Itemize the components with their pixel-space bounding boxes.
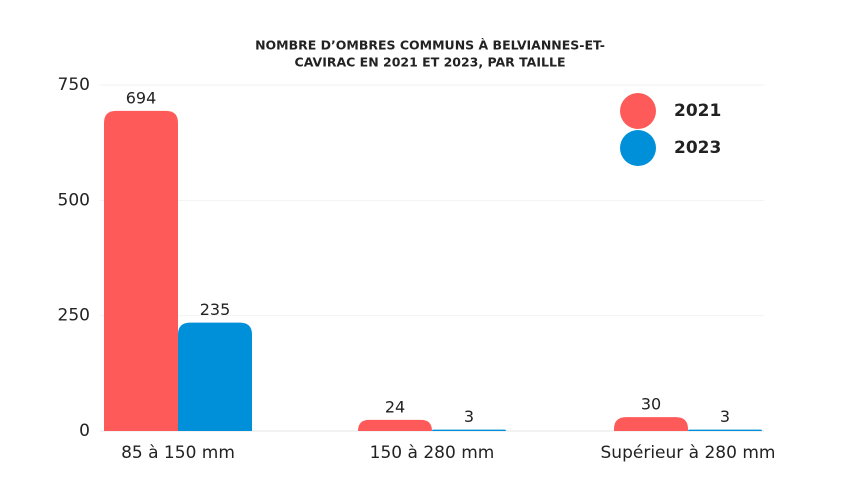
value-label: 24 bbox=[385, 397, 405, 416]
y-tick-label: 0 bbox=[79, 421, 90, 441]
value-label: 235 bbox=[200, 300, 231, 319]
bar bbox=[614, 417, 688, 431]
bar bbox=[688, 429, 762, 431]
bar bbox=[178, 322, 252, 431]
value-label: 694 bbox=[126, 88, 157, 107]
value-label: 30 bbox=[641, 395, 661, 414]
legend-label: 2023 bbox=[674, 138, 721, 158]
x-tick-label: 150 à 280 mm bbox=[370, 443, 495, 463]
x-tick-label: 85 à 150 mm bbox=[121, 443, 235, 463]
legend-swatch bbox=[620, 130, 656, 166]
y-tick-label: 750 bbox=[58, 75, 90, 95]
y-tick-label: 500 bbox=[58, 190, 90, 210]
y-tick-label: 250 bbox=[58, 306, 90, 326]
value-label: 3 bbox=[464, 407, 474, 426]
x-tick-label: Supérieur à 280 mm bbox=[601, 443, 776, 463]
chart-title: NOMBRE D’OMBRES COMMUNS À BELVIANNES-ET- bbox=[255, 38, 605, 53]
legend-label: 2021 bbox=[674, 101, 721, 121]
bar bbox=[358, 419, 432, 431]
bar bbox=[104, 110, 178, 432]
chart-title: CAVIRAC EN 2021 ET 2023, PAR TAILLE bbox=[295, 55, 566, 70]
value-label: 3 bbox=[720, 407, 730, 426]
legend-swatch bbox=[620, 93, 656, 129]
bar bbox=[432, 429, 506, 431]
